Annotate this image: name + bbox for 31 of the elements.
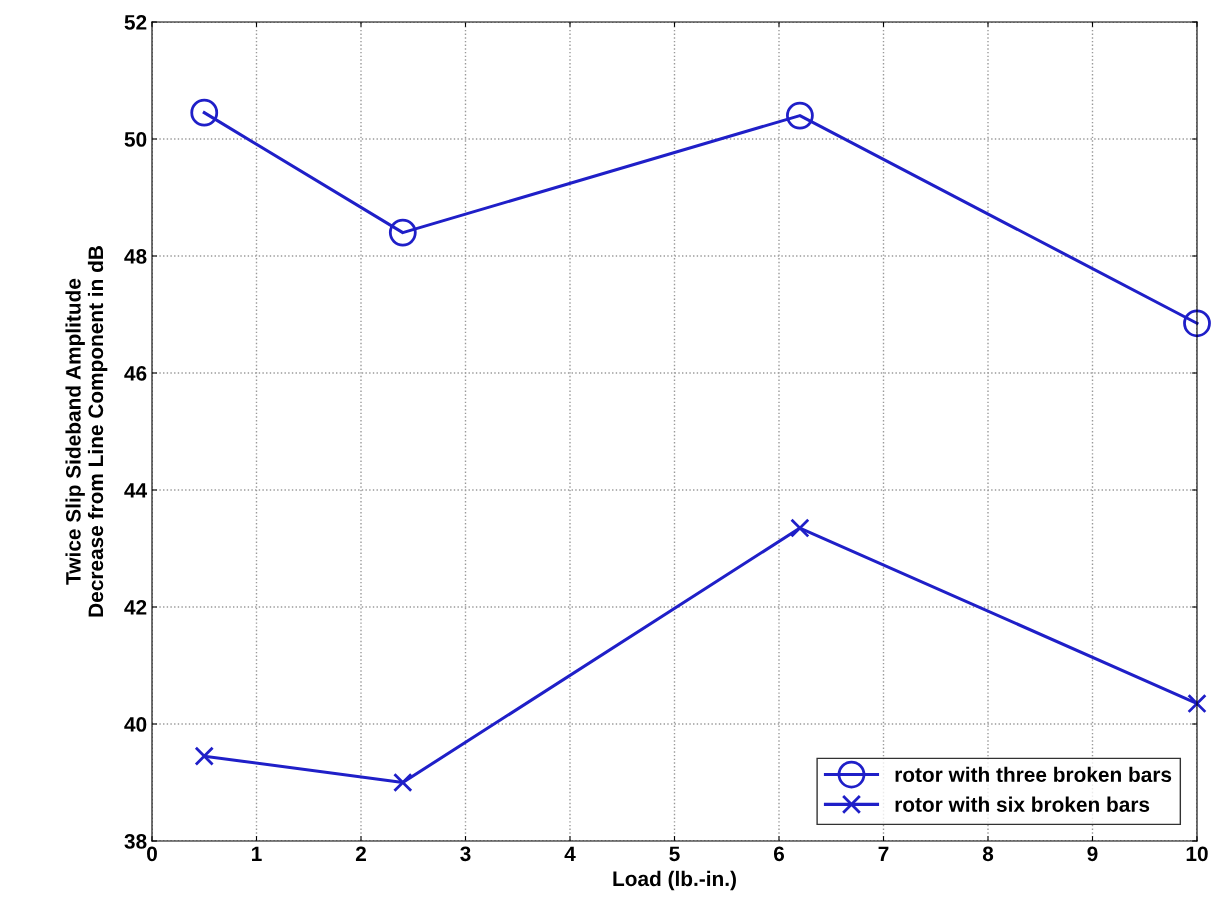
y-tick-label: 46	[124, 366, 147, 381]
legend-label: rotor with three broken bars	[895, 766, 1172, 783]
x-tick-label: 0	[147, 846, 157, 862]
x-tick-label: 9	[1087, 846, 1098, 862]
x-tick-label: 8	[982, 846, 994, 862]
x-tick-label: 2	[355, 846, 366, 861]
point	[1183, 309, 1211, 338]
point	[790, 518, 810, 538]
x-tick-label: 3	[460, 846, 471, 862]
x-axis-title: Load (lb.-in.)	[613, 870, 736, 891]
x-tick-label: 6	[773, 846, 785, 862]
x-tick-label: 4	[564, 846, 576, 861]
point	[388, 218, 417, 247]
point	[393, 772, 413, 793]
y-tick-label: 38	[124, 834, 147, 849]
y-tick-label: 52	[124, 15, 147, 30]
y-tick-label: 42	[124, 600, 147, 615]
point	[190, 98, 219, 127]
x-tick-label: 7	[878, 846, 889, 861]
y-tick-label: 50	[124, 132, 147, 147]
y-tick-label: 44	[124, 483, 148, 498]
x-tick-label: 1	[252, 846, 262, 861]
y-axis-title: Twice Slip Sideband Amplitude Decrease from Line Component in dB	[65, 246, 108, 617]
point	[786, 101, 814, 130]
y-tick-label: 40	[124, 717, 147, 732]
x-tick-label: 10	[1186, 846, 1208, 862]
point	[194, 746, 214, 766]
legend-label: rotor with six broken bars	[895, 796, 1150, 812]
point	[1187, 693, 1207, 714]
y-tick-label: 48	[124, 249, 147, 264]
x-tick-label: 5	[669, 846, 680, 862]
